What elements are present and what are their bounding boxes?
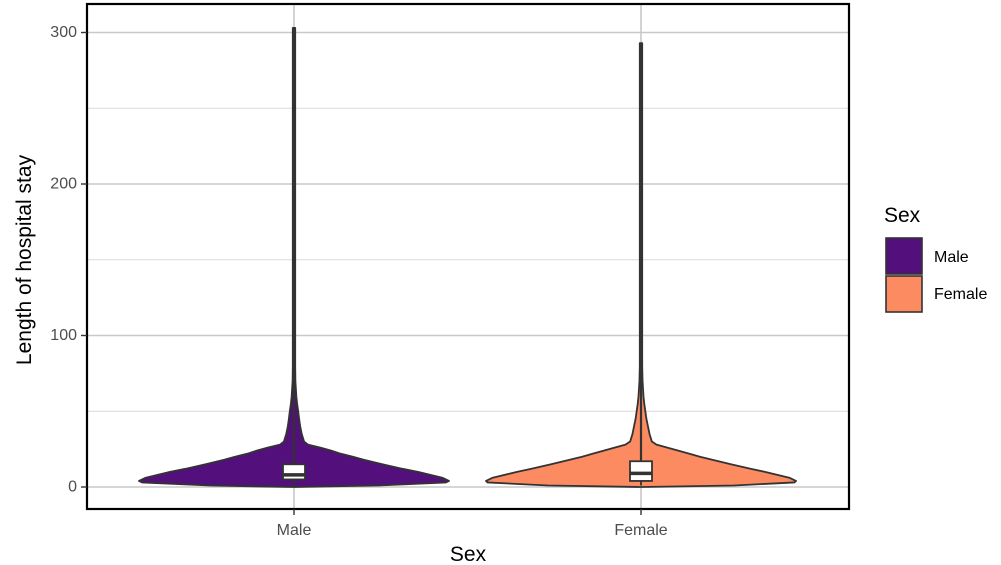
legend-label-female: Female (934, 286, 987, 303)
violins (138, 27, 797, 488)
x-axis-title: Sex (450, 543, 487, 565)
boxplot-male (282, 463, 306, 481)
y-tick-label-100: 100 (50, 327, 77, 344)
x-tick-label-male: Male (277, 522, 312, 539)
grid (87, 4, 849, 509)
y-tick-label-300: 300 (50, 24, 77, 41)
legend-swatch-male (885, 237, 923, 275)
panel-border (85, 2, 851, 511)
y-axis-title: Length of hospital stay (13, 154, 36, 365)
boxplot-female (629, 460, 653, 482)
x-tick-label-female: Female (614, 522, 667, 539)
axis-ticks (81, 31, 642, 515)
y-tick-label-200: 200 (50, 176, 77, 193)
legend-swatch-female (885, 275, 923, 313)
legend-label-male: Male (934, 249, 969, 266)
y-tick-label-0: 0 (68, 479, 77, 496)
legend-title: Sex (884, 204, 921, 227)
legend: Sex Male Female (884, 204, 987, 313)
